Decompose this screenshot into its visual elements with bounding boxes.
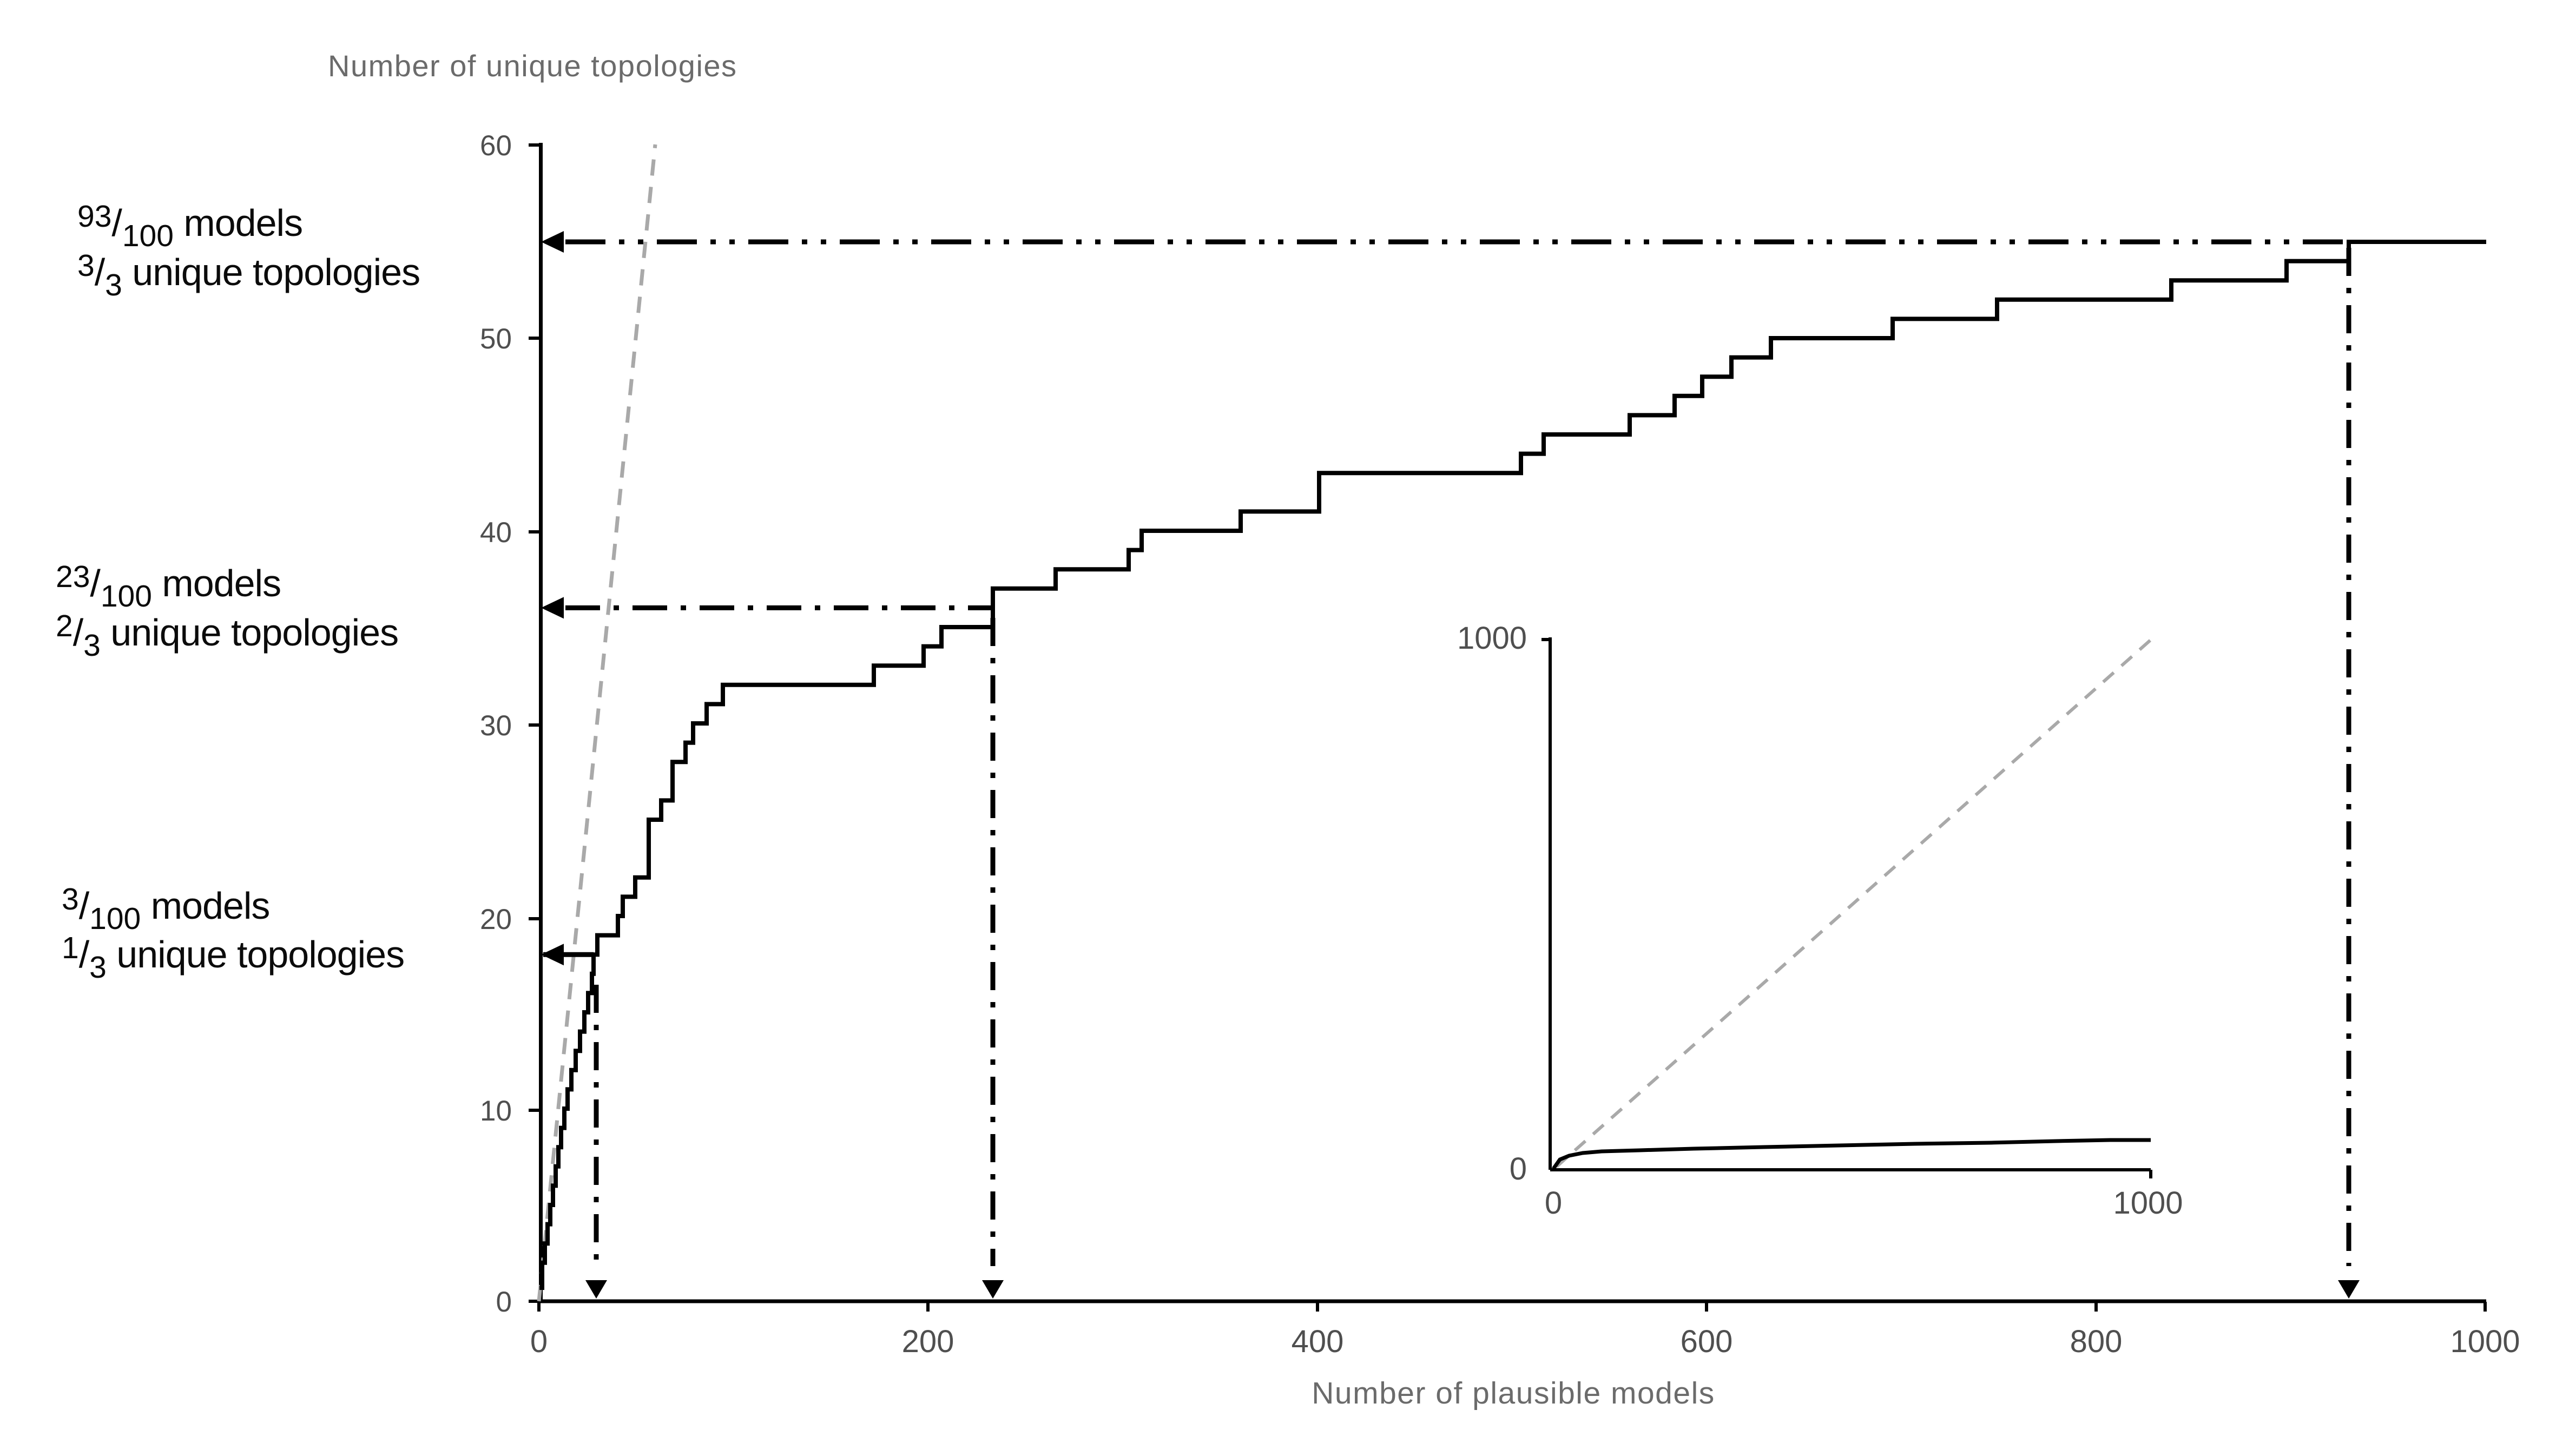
svg-text:20: 20 [480,904,512,935]
svg-text:0: 0 [1545,1185,1562,1221]
svg-text:0: 0 [1510,1151,1527,1187]
svg-text:30: 30 [480,710,512,742]
svg-text:0: 0 [530,1324,548,1359]
svg-text:400: 400 [1292,1324,1344,1359]
svg-text:200: 200 [902,1324,954,1359]
svg-text:60: 60 [480,130,512,162]
svg-text:1000: 1000 [2113,1185,2183,1221]
svg-text:1000: 1000 [1457,621,1527,656]
svg-text:600: 600 [1681,1324,1733,1359]
svg-text:50: 50 [480,323,512,355]
svg-text:800: 800 [2070,1324,2123,1359]
svg-text:Number of unique topologies: Number of unique topologies [328,49,737,83]
svg-text:1000: 1000 [2450,1324,2520,1359]
svg-text:10: 10 [480,1095,512,1127]
svg-text:Number of plausible models: Number of plausible models [1312,1376,1715,1411]
svg-text:40: 40 [480,517,512,549]
svg-text:0: 0 [496,1286,512,1318]
